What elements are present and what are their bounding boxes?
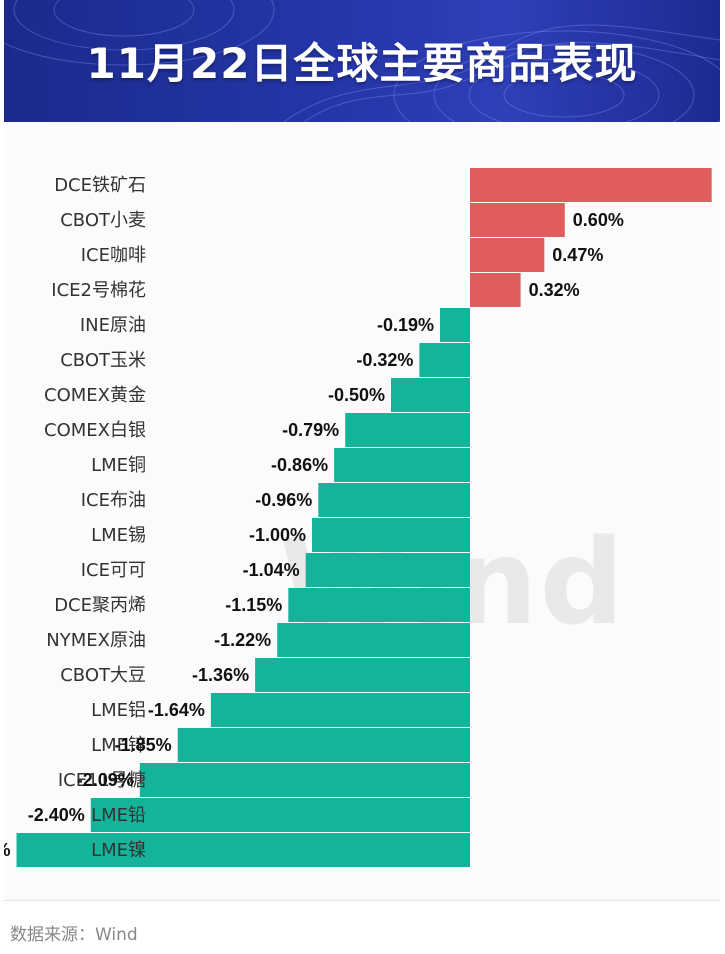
value-label: -1.00% <box>249 525 306 545</box>
bar <box>419 343 470 377</box>
category-label: COMEX白银 <box>44 420 146 441</box>
banner-contour-decoration <box>4 0 720 122</box>
value-label: -0.19% <box>377 315 434 335</box>
value-label: -1.85% <box>115 735 172 755</box>
bar <box>305 553 470 587</box>
value-label: -2.40% <box>28 805 85 825</box>
value-label: -0.79% <box>282 420 339 440</box>
bar <box>90 798 471 832</box>
bar <box>277 623 470 657</box>
value-label: -0.50% <box>328 385 385 405</box>
value-label: -1.15% <box>225 595 282 615</box>
bar <box>470 273 521 307</box>
bar <box>334 448 470 482</box>
bar <box>288 588 470 622</box>
bar <box>177 728 470 762</box>
category-label: ICE11号糖 <box>58 770 146 791</box>
category-label: LME锌 <box>91 735 146 756</box>
category-label: NYMEX原油 <box>46 630 146 651</box>
bar <box>255 658 470 692</box>
category-label: ICE2号棉花 <box>51 280 146 301</box>
bar <box>440 308 470 342</box>
bar <box>470 168 712 202</box>
value-label: 0.47% <box>552 245 603 265</box>
category-label: LME锡 <box>91 525 146 546</box>
category-label: LME铝 <box>91 700 146 721</box>
value-label: 0.32% <box>529 280 580 300</box>
value-label: -0.86% <box>271 455 328 475</box>
value-label: -2.87% <box>4 840 11 860</box>
category-label: COMEX黄金 <box>44 385 146 406</box>
chart-panel: Wind DCE铁矿石1.53%CBOT小麦0.60%ICE咖啡0.47%ICE… <box>4 122 720 901</box>
bar-chart: DCE铁矿石1.53%CBOT小麦0.60%ICE咖啡0.47%ICE2号棉花0… <box>4 168 720 867</box>
bar <box>318 483 470 517</box>
category-label: CBOT大豆 <box>60 665 146 686</box>
category-label: LME镍 <box>91 840 146 861</box>
category-label: CBOT玉米 <box>60 350 146 371</box>
value-label: -0.32% <box>356 350 413 370</box>
category-label: ICE布油 <box>81 490 146 511</box>
bar <box>345 413 470 447</box>
bar <box>470 203 565 237</box>
value-label: -2.09% <box>77 770 134 790</box>
value-label: -1.22% <box>214 630 271 650</box>
category-label: ICE可可 <box>81 560 146 581</box>
value-label: -1.64% <box>148 700 205 720</box>
page-title: 11月22日全球主要商品表现 <box>86 39 638 88</box>
category-label: LME铜 <box>91 455 146 476</box>
value-label: -1.36% <box>192 665 249 685</box>
value-label: -0.96% <box>255 490 312 510</box>
bar <box>391 378 470 412</box>
category-label: DCE聚丙烯 <box>54 595 146 616</box>
value-label: 0.60% <box>573 210 624 230</box>
bar <box>16 833 470 867</box>
value-label: -1.04% <box>243 560 300 580</box>
category-label: CBOT小麦 <box>60 210 146 231</box>
bar <box>210 693 470 727</box>
header-banner: 11月22日全球主要商品表现 <box>4 0 720 122</box>
bar <box>470 238 545 272</box>
bar <box>312 518 470 552</box>
category-label: DCE铁矿石 <box>54 175 146 196</box>
category-label: LME铅 <box>91 805 146 826</box>
data-source-note: 数据来源：Wind <box>10 925 138 945</box>
bar <box>139 763 471 797</box>
category-label: INE原油 <box>80 315 146 336</box>
category-label: ICE咖啡 <box>81 245 146 266</box>
